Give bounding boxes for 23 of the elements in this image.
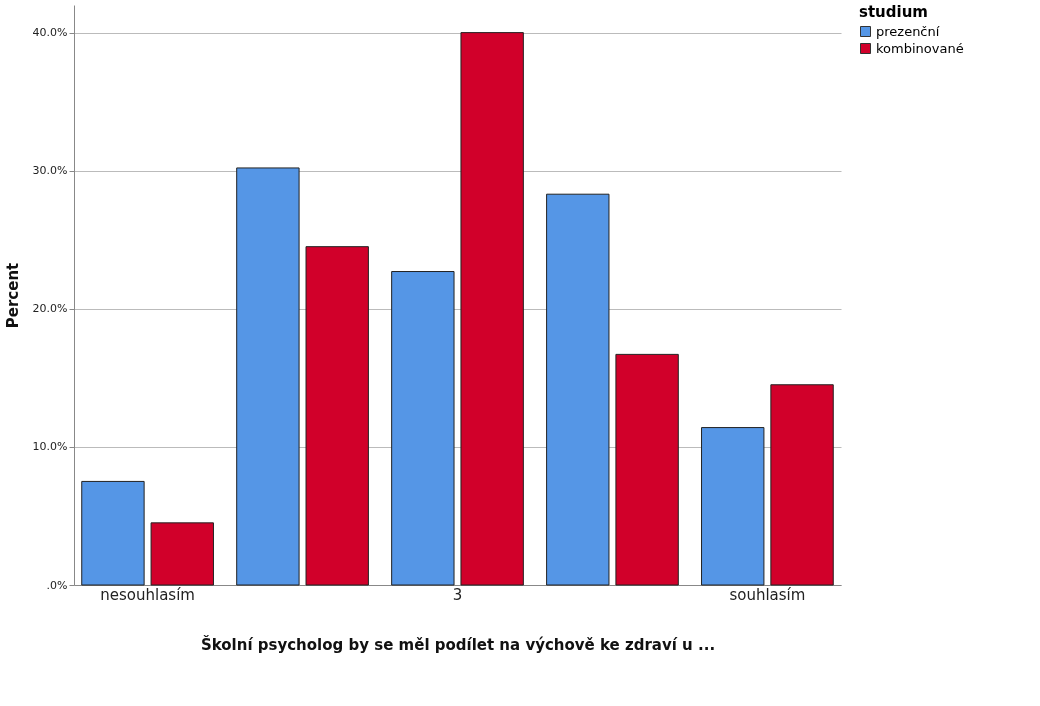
x-tick-label: 3 bbox=[452, 585, 463, 604]
bar bbox=[81, 480, 145, 586]
y-tick-label: 30.0% bbox=[32, 164, 68, 178]
y-tick-label: 40.0% bbox=[32, 26, 68, 40]
x-axis-title: Školní psycholog by se měl podílet na výchově ke zdraví u ... bbox=[200, 634, 716, 654]
bar bbox=[460, 32, 524, 586]
legend-label: prezenční bbox=[876, 23, 940, 39]
y-tick-label: .0% bbox=[46, 578, 68, 592]
y-tick-label: 10.0% bbox=[32, 440, 68, 454]
x-tick-label: souhlasím bbox=[729, 585, 806, 604]
bar bbox=[236, 167, 300, 586]
bar bbox=[615, 353, 679, 586]
y-axis-title: Percent bbox=[3, 262, 22, 329]
legend-label: kombinované bbox=[876, 40, 964, 56]
bar bbox=[546, 193, 610, 586]
bar bbox=[701, 427, 765, 586]
y-tick-label: 20.0% bbox=[32, 302, 68, 316]
legend-title: studium bbox=[859, 3, 928, 21]
bar bbox=[391, 271, 455, 586]
bar bbox=[770, 384, 834, 586]
x-tick-label: nesouhlasím bbox=[100, 585, 195, 604]
bar bbox=[305, 246, 369, 586]
bar bbox=[150, 522, 214, 586]
